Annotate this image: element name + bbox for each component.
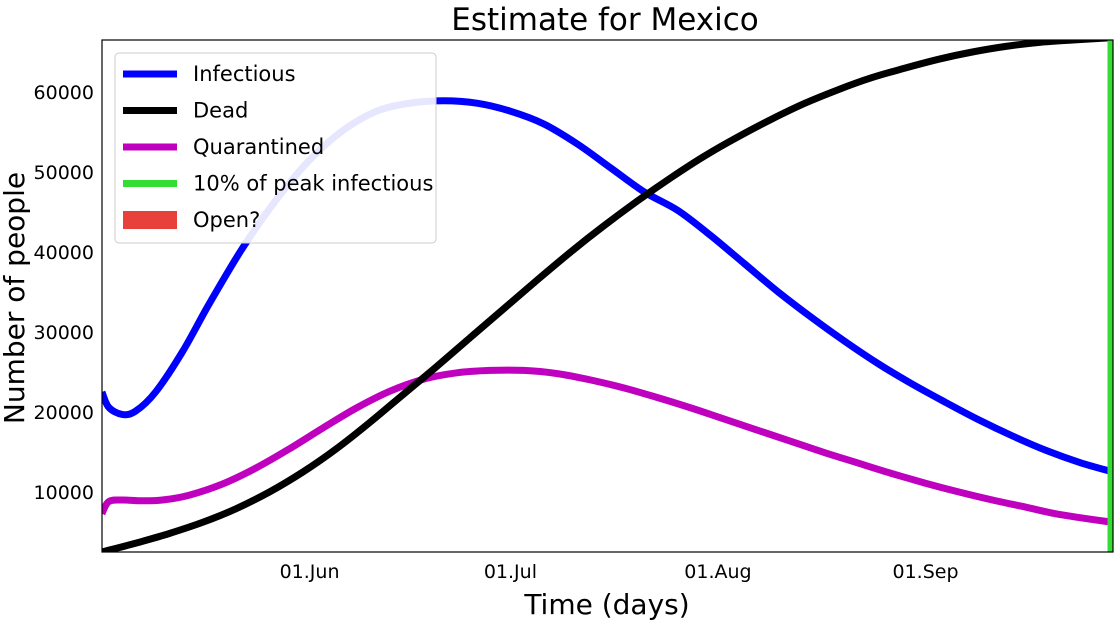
legend-box <box>114 52 437 244</box>
legend: Infectious Dead Quarantined 10% of peak inf… <box>114 52 437 244</box>
x-axis-label: Time (days) <box>523 588 689 621</box>
series-line-quarantined <box>102 366 1113 526</box>
y-tick-label: 30000 <box>34 322 94 344</box>
y-tick-label: 20000 <box>34 402 94 424</box>
x-tick-label: 01.Sep <box>893 561 959 583</box>
y-tick-label: 50000 <box>34 162 94 184</box>
y-axis-label: Number of people <box>0 172 31 424</box>
plot-frame <box>101 39 1114 553</box>
x-tick-label: 01.Aug <box>684 561 751 583</box>
x-tick-label: 01.Jun <box>280 561 340 583</box>
y-tick-label: 10000 <box>34 482 94 504</box>
y-tick-label: 40000 <box>34 242 94 264</box>
series-line-infectious <box>102 97 1113 476</box>
legend-label: Infectious <box>193 62 296 86</box>
legend-swatch <box>123 211 177 229</box>
series-line-dead <box>102 40 1113 552</box>
x-tick-label: 01.Jul <box>484 561 537 583</box>
x-axis-ticks: 01.Jun 01.Jul 01.Aug 01.Sep <box>280 561 959 583</box>
chart-title: Estimate for Mexico <box>451 2 759 38</box>
legend-label: Open? <box>193 208 260 232</box>
y-tick-label: 60000 <box>34 82 94 104</box>
legend-label: Dead <box>193 99 248 123</box>
legend-label: Quarantined <box>193 135 324 159</box>
legend-label: 10% of peak infectious <box>193 172 433 196</box>
y-axis-ticks: 10000 20000 30000 40000 50000 60000 <box>34 82 94 504</box>
